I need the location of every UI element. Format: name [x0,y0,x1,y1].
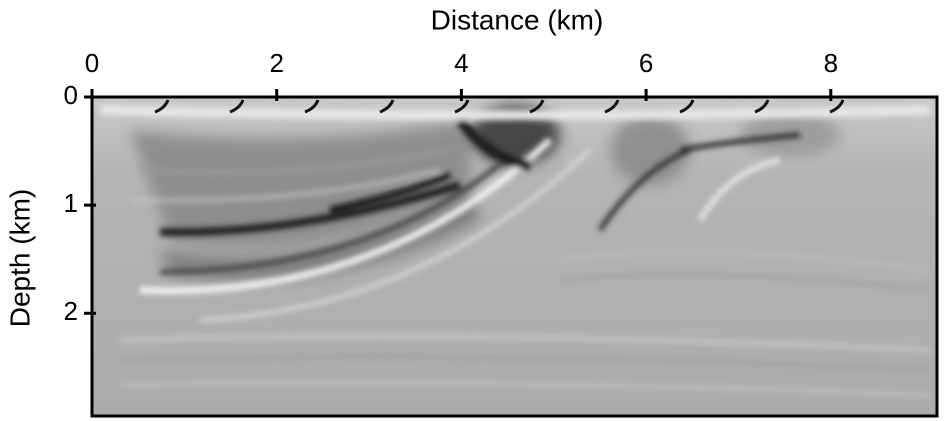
x-tick-label: 0 [85,48,99,78]
y-tick-label: 1 [64,188,78,218]
x-tick-label: 2 [269,48,283,78]
x-tick-label: 6 [639,48,653,78]
y-tick-label: 0 [64,80,78,110]
y-tick-label: 2 [64,296,78,326]
x-tick-label: 4 [454,48,468,78]
x-tick-label: 8 [824,48,838,78]
x-axis-title: Distance (km) [431,4,604,35]
chart: Distance (km) Depth (km) [0,0,944,421]
y-axis-title: Depth (km) [4,189,35,327]
seismic-image [92,97,937,416]
